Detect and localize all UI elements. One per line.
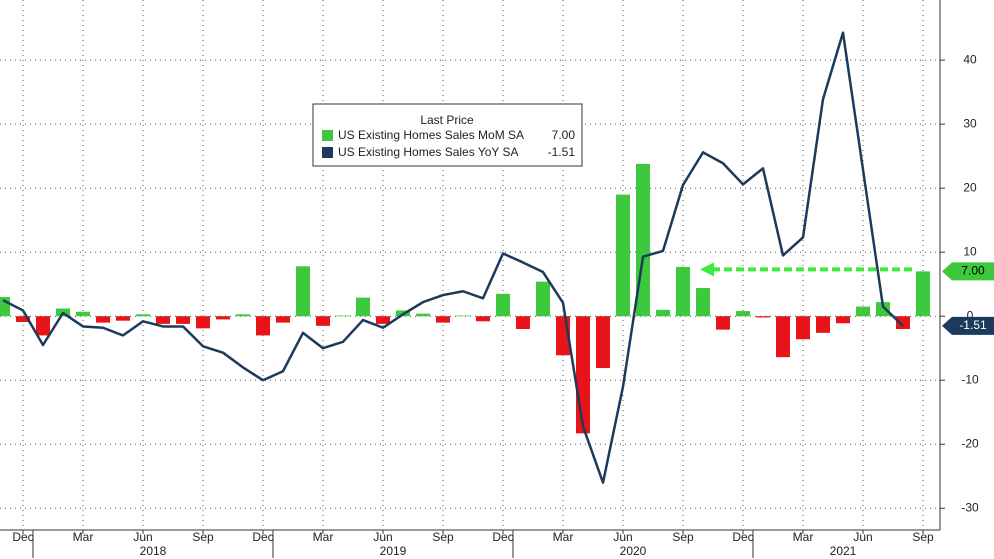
y-tick-label: -20 [961, 436, 979, 450]
bar [236, 314, 250, 317]
bar [536, 281, 550, 317]
x-tick-label: Dec [252, 530, 273, 544]
bar [16, 316, 30, 322]
y-tick-label: 40 [963, 52, 977, 66]
value-tag [942, 316, 994, 335]
bar [616, 194, 630, 317]
bar [856, 306, 870, 317]
x-tick-label: Mar [73, 530, 94, 544]
year-label: 2019 [380, 544, 407, 558]
x-tick-label: Mar [313, 530, 334, 544]
bar [576, 316, 590, 434]
year-label: 2018 [140, 544, 167, 558]
bar [176, 316, 190, 324]
x-tick-label: Dec [12, 530, 33, 544]
bar [436, 316, 450, 323]
bar [816, 316, 830, 333]
bar [916, 271, 930, 317]
bar [476, 316, 490, 322]
y-tick-label: 50 [963, 0, 977, 2]
year-label: 2020 [620, 544, 647, 558]
bar [76, 311, 90, 317]
bar [716, 316, 730, 330]
value-tag-label: -1.51 [959, 318, 987, 332]
x-tick-label: Mar [793, 530, 814, 544]
bar [896, 316, 910, 330]
bar [296, 266, 310, 317]
y-tick-label: 10 [963, 244, 977, 258]
bar [96, 316, 110, 323]
y-tick-label: 30 [963, 116, 977, 130]
bar [696, 288, 710, 317]
y-tick-label: -30 [961, 500, 979, 514]
bar [196, 316, 210, 329]
legend-swatch [322, 147, 333, 158]
legend-title: Last Price [420, 113, 474, 127]
legend-value: 7.00 [552, 128, 576, 142]
value-tag-label: 7.00 [961, 264, 985, 278]
bar [0, 297, 10, 317]
x-tick-label: Sep [432, 530, 454, 544]
x-tick-label: Sep [912, 530, 934, 544]
x-tick-label: Mar [553, 530, 574, 544]
bar [596, 316, 610, 369]
bar [256, 316, 270, 336]
x-tick-label: Jun [133, 530, 152, 544]
bar [36, 316, 50, 336]
bar [316, 316, 330, 326]
bar [216, 316, 230, 320]
x-tick-label: Jun [853, 530, 872, 544]
legend-label: US Existing Homes Sales YoY SA [338, 145, 519, 159]
x-tick-label: Jun [373, 530, 392, 544]
bar [756, 316, 770, 318]
annotation-arrowhead [700, 262, 714, 277]
bar [736, 311, 750, 317]
bar [276, 316, 290, 323]
y-tick-label: 20 [963, 180, 977, 194]
x-tick-label: Dec [492, 530, 513, 544]
line [2, 31, 904, 484]
bar [376, 316, 390, 324]
x-tick-label: Jun [613, 530, 632, 544]
legend-swatch [322, 130, 333, 141]
legend-box [312, 103, 583, 167]
x-tick-label: Dec [732, 530, 753, 544]
legend-label: US Existing Homes Sales MoM SA [338, 128, 524, 142]
bar [776, 316, 790, 358]
bar [836, 316, 850, 324]
x-tick-label: Sep [192, 530, 214, 544]
value-tag [942, 262, 994, 281]
bar [516, 316, 530, 330]
bar [456, 315, 470, 317]
bar [136, 314, 150, 317]
bar [796, 316, 810, 340]
bar [416, 313, 430, 317]
bar [356, 297, 370, 317]
bar [496, 293, 510, 317]
y-tick-label: -10 [961, 372, 979, 386]
legend-value: -1.51 [548, 145, 576, 159]
year-label: 2021 [830, 544, 857, 558]
bar [676, 266, 690, 317]
legend: Last Price US Existing Homes Sales MoM S… [312, 103, 583, 167]
bar [116, 316, 130, 321]
y-tick-label: 0 [967, 308, 974, 322]
bar [336, 315, 350, 317]
bar [656, 309, 670, 317]
x-tick-label: Sep [672, 530, 694, 544]
bar [876, 302, 890, 317]
bar [156, 316, 170, 324]
